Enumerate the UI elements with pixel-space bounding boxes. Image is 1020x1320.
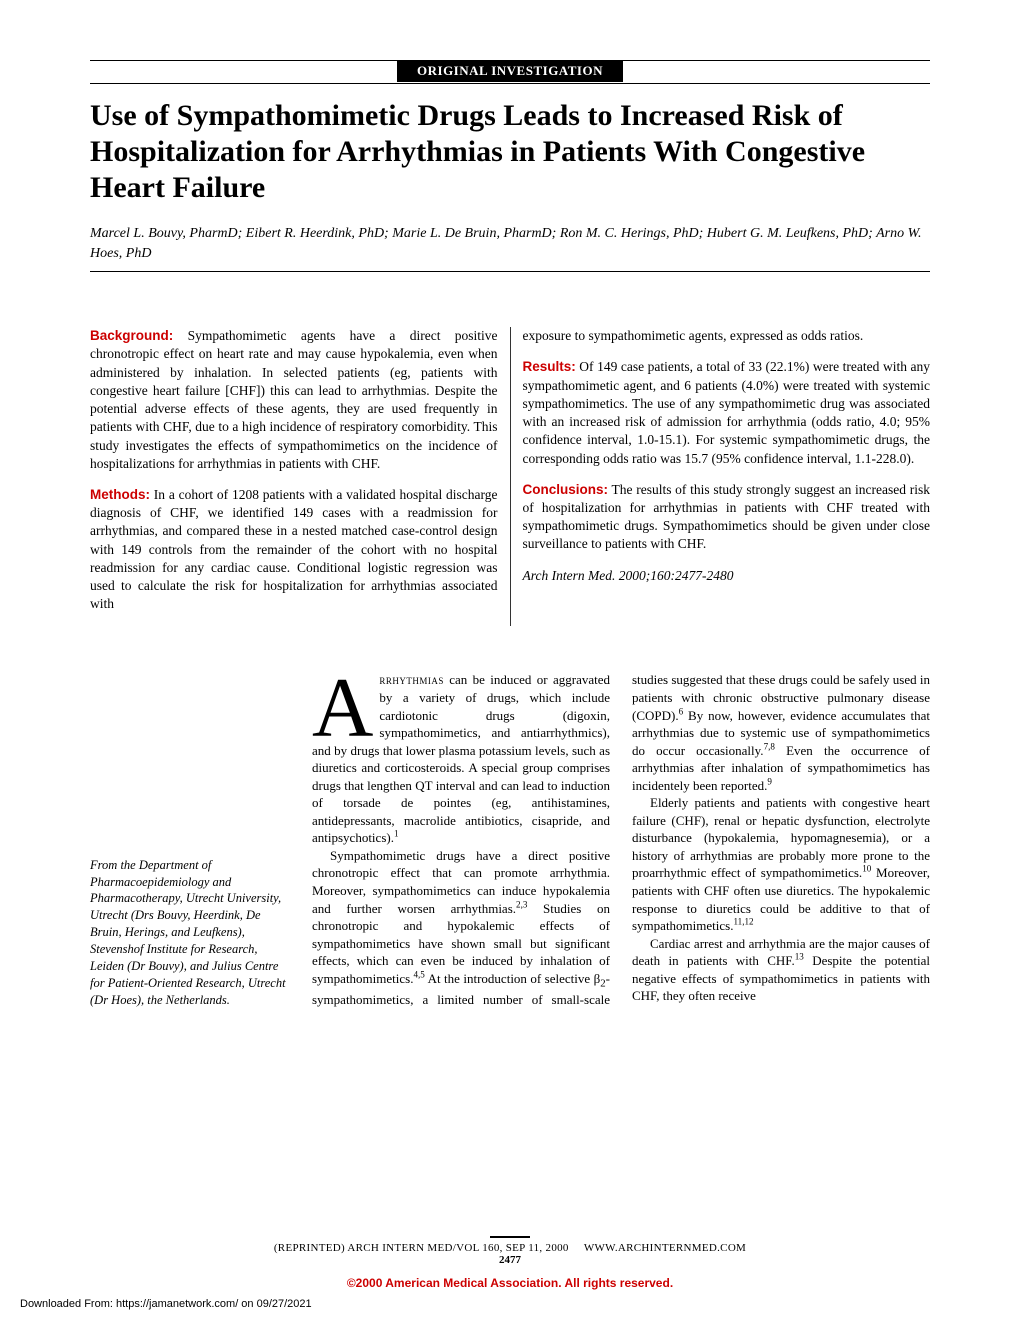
abstract-results: Results: Of 149 case patients, a total o… xyxy=(523,358,931,467)
footer-journal-line: (REPRINTED) ARCH INTERN MED/VOL 160, SEP… xyxy=(90,1242,930,1254)
methods-text: In a cohort of 1208 patients with a vali… xyxy=(90,487,498,611)
page-number: 2477 xyxy=(90,1254,930,1266)
ref-10: 10 xyxy=(862,864,871,874)
section-header: ORIGINAL INVESTIGATION xyxy=(90,60,930,84)
results-heading: Results: xyxy=(523,359,576,374)
footer-rule xyxy=(490,1236,530,1238)
section-label: ORIGINAL INVESTIGATION xyxy=(397,60,623,82)
background-heading: Background: xyxy=(90,328,173,343)
body-section: From the Department of Pharmacoepidemiol… xyxy=(90,671,930,1008)
abstract-conclusions: Conclusions: The results of this study s… xyxy=(523,481,931,554)
body-paragraph-4: Cardiac arrest and arrhythmia are the ma… xyxy=(632,935,930,1005)
body-text-columns: Arrhythmias can be induced or aggravated… xyxy=(312,671,930,1008)
article-title: Use of Sympathomimetic Drugs Leads to In… xyxy=(90,98,930,206)
ref-9: 9 xyxy=(767,776,772,786)
abstract-right-column: exposure to sympathomimetic agents, expr… xyxy=(511,327,931,626)
page-footer: (REPRINTED) ARCH INTERN MED/VOL 160, SEP… xyxy=(90,1236,930,1290)
results-text: Of 149 case patients, a total of 33 (22.… xyxy=(523,359,931,465)
abstract-left-column: Background: Sympathomimetic agents have … xyxy=(90,327,510,626)
ref-2-3: 2,3 xyxy=(516,899,527,909)
footer-journal: (REPRINTED) ARCH INTERN MED/VOL 160, SEP… xyxy=(274,1242,569,1254)
author-list: Marcel L. Bouvy, PharmD; Eibert R. Heerd… xyxy=(90,224,930,263)
body-paragraph-1: Arrhythmias can be induced or aggravated… xyxy=(312,671,610,846)
dropcap: A xyxy=(312,671,379,741)
abstract: Background: Sympathomimetic agents have … xyxy=(90,327,930,626)
citation: Arch Intern Med. 2000;160:2477-2480 xyxy=(523,567,931,585)
ref-11-12: 11,12 xyxy=(733,917,753,927)
methods-heading: Methods: xyxy=(90,487,150,502)
affiliation-column: From the Department of Pharmacoepidemiol… xyxy=(90,671,290,1008)
header-divider xyxy=(90,271,930,272)
body-paragraph-3: Elderly patients and patients with conge… xyxy=(632,794,930,934)
download-note: Downloaded From: https://jamanetwork.com… xyxy=(20,1298,312,1310)
background-text: Sympathomimetic agents have a direct pos… xyxy=(90,328,498,471)
ref-4-5: 4,5 xyxy=(413,969,424,979)
ref-7-8: 7,8 xyxy=(764,741,775,751)
methods-continuation: exposure to sympathomimetic agents, expr… xyxy=(523,327,931,345)
abstract-methods: Methods: In a cohort of 1208 patients wi… xyxy=(90,486,498,614)
copyright: ©2000 American Medical Association. All … xyxy=(90,1276,930,1290)
abstract-background: Background: Sympathomimetic agents have … xyxy=(90,327,498,473)
ref-13: 13 xyxy=(795,952,804,962)
affiliation-text: From the Department of Pharmacoepidemiol… xyxy=(90,857,290,1009)
ref-1: 1 xyxy=(394,829,399,839)
conclusions-heading: Conclusions: xyxy=(523,482,609,497)
footer-url: WWW.ARCHINTERNMED.COM xyxy=(584,1242,746,1254)
p2c: At the introduction of selective β xyxy=(425,971,600,986)
p1-smallcaps: rrhythmias xyxy=(379,672,444,687)
